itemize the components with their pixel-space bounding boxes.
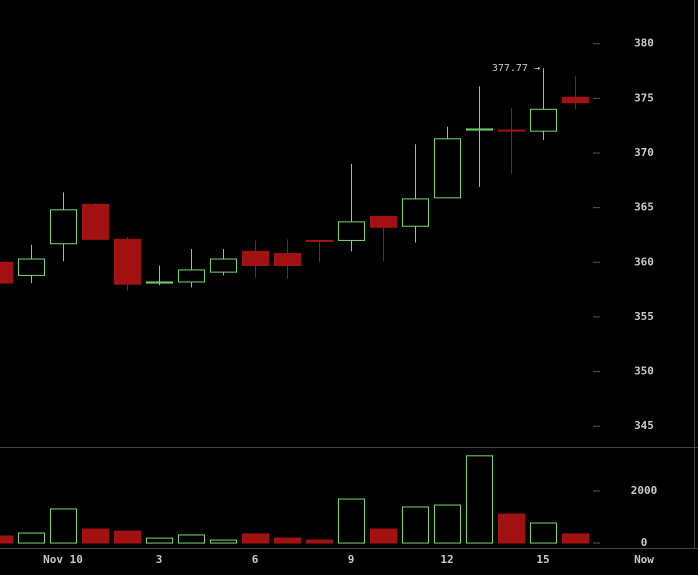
candle-body bbox=[306, 239, 333, 243]
candle-body bbox=[0, 261, 13, 284]
candle-body bbox=[466, 128, 493, 131]
candle-body bbox=[434, 138, 461, 199]
volume-bar bbox=[370, 528, 397, 544]
candle-body bbox=[146, 281, 173, 284]
candle-body bbox=[50, 209, 77, 245]
x-end-label: Now bbox=[634, 553, 654, 566]
candle-body bbox=[82, 203, 109, 240]
volume-bar bbox=[274, 537, 301, 544]
volume-bar bbox=[434, 504, 461, 544]
volume-bar bbox=[82, 528, 109, 544]
y-tick-label: 360 bbox=[634, 255, 654, 268]
candle-body bbox=[114, 238, 141, 285]
y-tick-label: 345 bbox=[634, 419, 654, 432]
x-tick-label: 15 bbox=[536, 553, 549, 566]
volume-bar bbox=[338, 498, 365, 544]
y-tick-label: 375 bbox=[634, 91, 654, 104]
candle-body bbox=[338, 221, 365, 241]
y-tick-label: 2000 bbox=[631, 484, 658, 497]
volume-bar bbox=[530, 522, 557, 544]
high-annotation: 377.77 → bbox=[492, 63, 540, 74]
x-tick-label: 6 bbox=[252, 553, 259, 566]
x-tick-label: 12 bbox=[440, 553, 453, 566]
y-tick-label: 350 bbox=[634, 365, 654, 378]
y-tick-label: 380 bbox=[634, 37, 654, 50]
volume-bar bbox=[498, 513, 525, 544]
volume-bar bbox=[18, 532, 45, 544]
volume-bar bbox=[402, 506, 429, 544]
candle-body bbox=[18, 258, 45, 276]
volume-bar bbox=[0, 535, 13, 544]
y-tick-label: 370 bbox=[634, 146, 654, 159]
volume-bar bbox=[178, 534, 205, 544]
candle-body bbox=[370, 215, 397, 228]
y-tick-label: 0 bbox=[641, 536, 648, 549]
volume-bar bbox=[562, 533, 589, 544]
candle-body bbox=[242, 250, 269, 267]
candle-body bbox=[562, 96, 589, 104]
volume-bar bbox=[210, 539, 237, 544]
y-tick-label: 355 bbox=[634, 310, 654, 323]
volume-bar bbox=[146, 537, 173, 544]
volume-bar bbox=[114, 530, 141, 544]
x-tick-label: Nov 10 bbox=[43, 553, 83, 566]
candle-body bbox=[274, 253, 301, 267]
candle-body bbox=[498, 129, 525, 132]
volume-bar bbox=[306, 539, 333, 544]
volume-bar bbox=[242, 533, 269, 544]
x-tick-label: 9 bbox=[348, 553, 355, 566]
candle-body bbox=[178, 269, 205, 283]
candle-body bbox=[210, 258, 237, 273]
volume-bar bbox=[50, 508, 77, 544]
volume-bar bbox=[466, 455, 493, 544]
x-tick-label: 3 bbox=[156, 553, 163, 566]
y-tick-label: 365 bbox=[634, 201, 654, 214]
candle-body bbox=[402, 198, 429, 227]
candle-body bbox=[530, 108, 557, 132]
